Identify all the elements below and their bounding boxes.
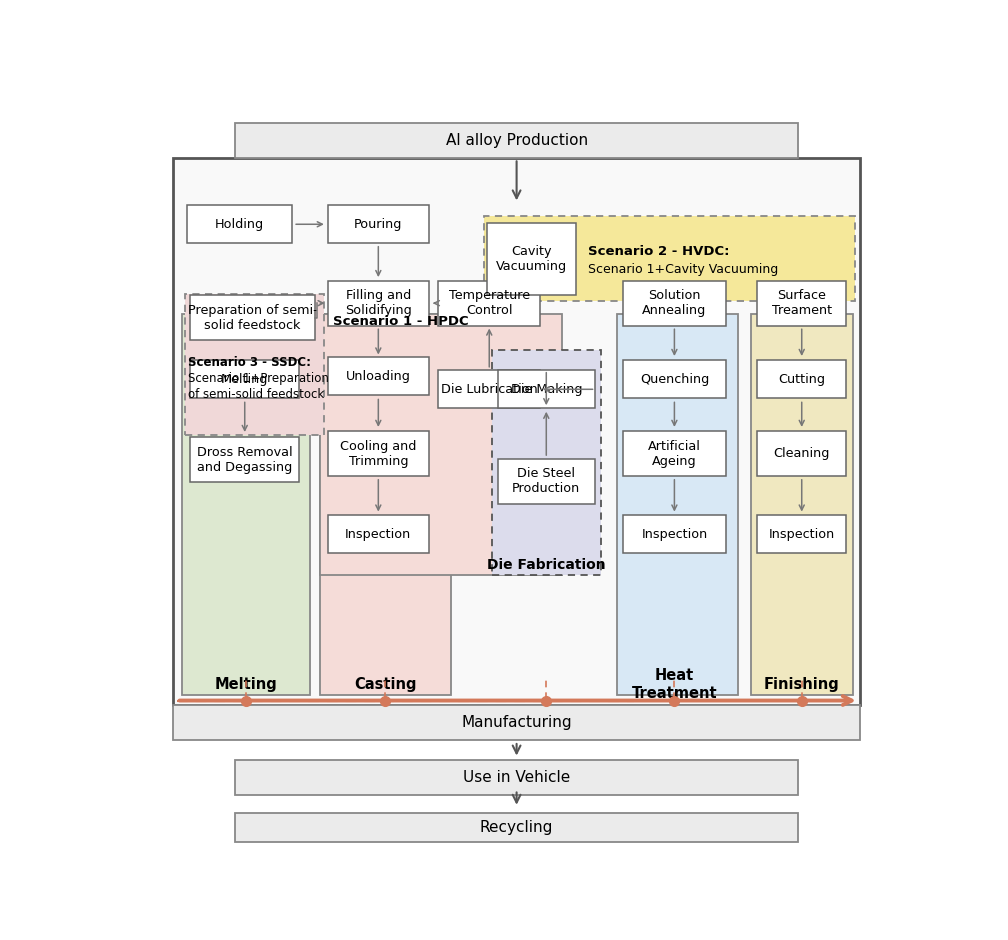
Text: Pouring: Pouring (354, 218, 402, 230)
FancyBboxPatch shape (186, 206, 292, 243)
FancyBboxPatch shape (617, 314, 738, 696)
FancyBboxPatch shape (492, 351, 601, 574)
FancyBboxPatch shape (484, 215, 855, 301)
FancyBboxPatch shape (751, 314, 853, 696)
FancyBboxPatch shape (623, 431, 726, 477)
Text: Inspection: Inspection (641, 527, 708, 540)
Text: Artificial
Ageing: Artificial Ageing (648, 440, 701, 468)
Text: Scenario 2 - HVDC:: Scenario 2 - HVDC: (589, 245, 730, 258)
Text: Solution
Annealing: Solution Annealing (642, 290, 707, 317)
FancyBboxPatch shape (498, 459, 595, 504)
Text: Temperature
Control: Temperature Control (449, 290, 530, 317)
FancyBboxPatch shape (328, 281, 429, 325)
Text: Die Fabrication: Die Fabrication (487, 558, 606, 572)
Text: Heat
Treatment: Heat Treatment (632, 668, 718, 701)
FancyBboxPatch shape (498, 370, 595, 408)
Text: Al alloy Production: Al alloy Production (446, 133, 588, 148)
FancyBboxPatch shape (757, 360, 847, 398)
FancyBboxPatch shape (320, 314, 561, 574)
Text: Scenario 3 - SSDC:: Scenario 3 - SSDC: (188, 356, 311, 369)
FancyBboxPatch shape (757, 431, 847, 477)
FancyBboxPatch shape (438, 370, 540, 408)
FancyBboxPatch shape (328, 357, 429, 395)
Text: Scenario 1+Cavity Vacuuming: Scenario 1+Cavity Vacuuming (589, 263, 779, 276)
Text: Inspection: Inspection (769, 527, 835, 540)
FancyBboxPatch shape (173, 158, 860, 705)
FancyBboxPatch shape (184, 293, 324, 435)
FancyBboxPatch shape (487, 223, 576, 295)
Text: Casting: Casting (354, 677, 416, 692)
Text: Finishing: Finishing (764, 677, 840, 692)
FancyBboxPatch shape (236, 813, 798, 842)
Text: Die Making: Die Making (510, 383, 582, 396)
Text: Die Steel
Production: Die Steel Production (512, 467, 581, 495)
Text: Recycling: Recycling (480, 821, 553, 836)
FancyBboxPatch shape (623, 281, 726, 325)
Text: of semi-solid feedstock: of semi-solid feedstock (188, 388, 325, 400)
FancyBboxPatch shape (236, 123, 798, 158)
FancyBboxPatch shape (328, 206, 429, 243)
Text: Scenario 1 - HPDC: Scenario 1 - HPDC (333, 315, 469, 328)
FancyBboxPatch shape (173, 705, 860, 740)
FancyBboxPatch shape (438, 281, 540, 325)
FancyBboxPatch shape (623, 515, 726, 553)
FancyBboxPatch shape (757, 281, 847, 325)
Text: Melting: Melting (215, 677, 277, 692)
Text: Cavity
Vacuuming: Cavity Vacuuming (496, 245, 568, 273)
Text: Inspection: Inspection (345, 527, 411, 540)
FancyBboxPatch shape (236, 760, 798, 794)
FancyBboxPatch shape (191, 360, 299, 398)
FancyBboxPatch shape (328, 431, 429, 477)
Text: Cutting: Cutting (778, 372, 826, 385)
Text: Die Lubrication: Die Lubrication (440, 383, 537, 396)
Text: Use in Vehicle: Use in Vehicle (463, 770, 571, 785)
Text: Cooling and
Trimming: Cooling and Trimming (340, 440, 416, 468)
Text: Melting: Melting (221, 372, 268, 385)
Text: Surface
Treament: Surface Treament (772, 290, 832, 317)
Text: Holding: Holding (215, 218, 264, 230)
Text: Manufacturing: Manufacturing (462, 714, 572, 729)
FancyBboxPatch shape (182, 314, 309, 696)
Text: Dross Removal
and Degassing: Dross Removal and Degassing (197, 446, 292, 474)
FancyBboxPatch shape (191, 295, 316, 340)
FancyBboxPatch shape (757, 515, 847, 553)
Text: Cleaning: Cleaning (773, 447, 830, 461)
FancyBboxPatch shape (623, 360, 726, 398)
Text: Preparation of semi-
solid feedstock: Preparation of semi- solid feedstock (187, 304, 318, 332)
FancyBboxPatch shape (191, 437, 299, 482)
FancyBboxPatch shape (320, 314, 451, 696)
Text: Unloading: Unloading (346, 369, 411, 383)
FancyBboxPatch shape (328, 515, 429, 553)
Text: Filling and
Solidifying: Filling and Solidifying (345, 290, 411, 317)
Text: Scenario 1+Preparation: Scenario 1+Preparation (188, 372, 330, 385)
Text: Quenching: Quenching (640, 372, 709, 385)
